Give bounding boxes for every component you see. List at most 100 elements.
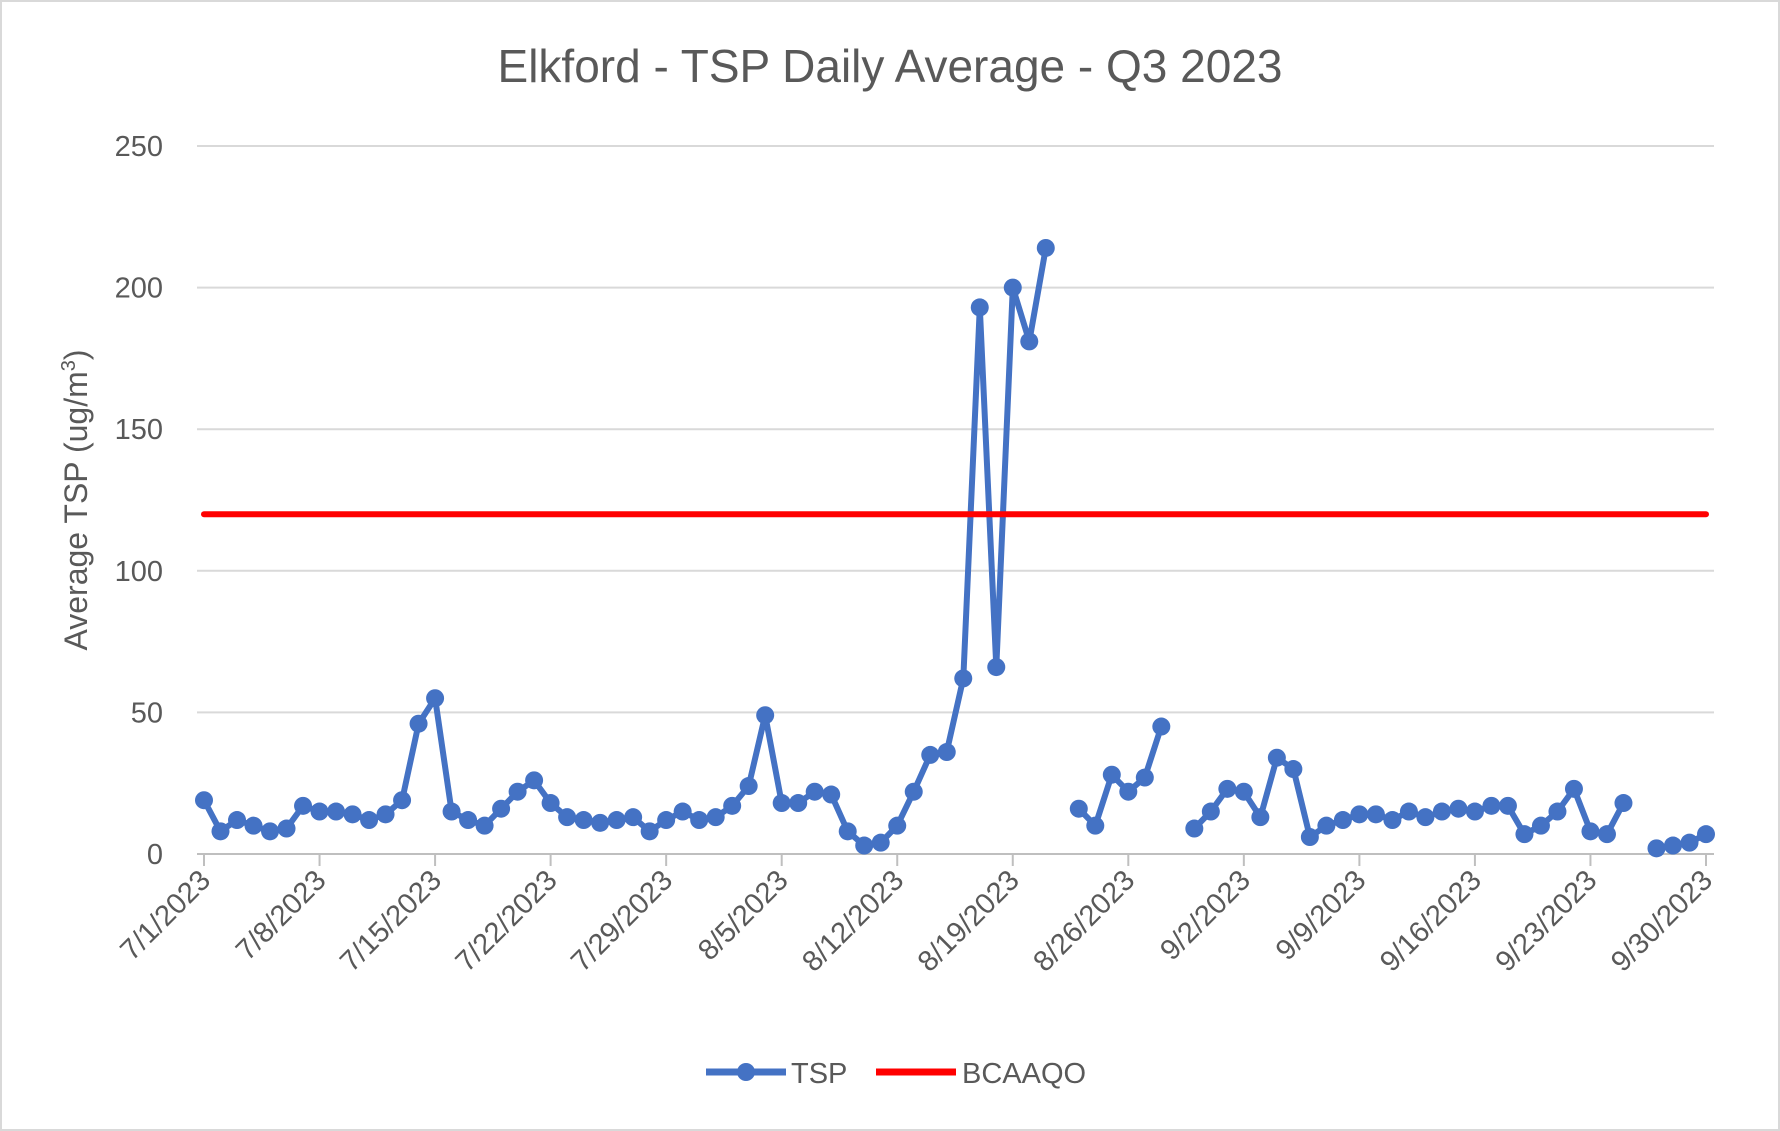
series-line-tsp [201, 245, 1049, 849]
data-point-tsp [888, 816, 907, 835]
x-tick-label: 9/2/2023 [1154, 864, 1256, 966]
data-point-tsp [558, 808, 577, 827]
x-tick-label: 9/30/2023 [1605, 864, 1719, 978]
data-point-tsp [756, 706, 775, 725]
data-point-tsp [1333, 811, 1352, 830]
x-tick-label: 9/16/2023 [1374, 864, 1488, 978]
data-point-tsp [723, 796, 742, 815]
data-point-tsp [1284, 760, 1303, 779]
data-point-tsp [1366, 805, 1385, 824]
y-axis-label-suffix: ) [58, 349, 94, 360]
legend: TSP BCAAQO [706, 1058, 1086, 1090]
data-point-tsp [294, 796, 313, 815]
gridlines [197, 145, 1714, 714]
data-point-tsp [1432, 802, 1451, 821]
data-point-tsp [673, 802, 692, 821]
data-point-tsp [855, 836, 874, 855]
x-tick-label: 9/23/2023 [1490, 864, 1604, 978]
data-point-tsp [1317, 816, 1336, 835]
x-tick-label: 7/22/2023 [450, 864, 564, 978]
data-point-tsp [1564, 779, 1583, 798]
data-point-tsp [657, 811, 676, 830]
data-point-tsp [228, 811, 247, 830]
data-point-tsp [1697, 825, 1715, 844]
legend-bcaaqo-label: BCAAQO [962, 1058, 1086, 1090]
data-point-tsp [591, 813, 610, 832]
data-point-tsp [574, 811, 593, 830]
y-tick-label: 200 [115, 273, 163, 305]
x-tick-label: 7/29/2023 [565, 864, 679, 978]
data-point-tsp [393, 791, 412, 810]
data-point-tsp [376, 805, 395, 824]
data-point-tsp [871, 833, 890, 852]
data-point-tsp [1663, 836, 1682, 855]
data-point-tsp [1515, 825, 1534, 844]
data-point-tsp [525, 771, 544, 790]
data-point-tsp [772, 794, 791, 813]
data-point-tsp [1383, 811, 1402, 830]
data-point-tsp [1152, 717, 1171, 736]
data-point-tsp [1498, 796, 1517, 815]
x-tick-label: 8/5/2023 [692, 864, 794, 966]
y-tick-label: 50 [131, 697, 163, 729]
data-point-tsp [1647, 839, 1666, 858]
legend-tsp-marker [737, 1063, 755, 1081]
y-tick-label: 100 [115, 556, 163, 588]
data-point-tsp [409, 714, 428, 733]
data-point-tsp [459, 811, 478, 830]
y-tick-label: 250 [115, 131, 163, 163]
data-point-tsp [277, 819, 296, 838]
data-point-tsp [904, 782, 923, 801]
x-tick-label: 8/19/2023 [912, 864, 1026, 978]
data-point-tsp [1399, 802, 1418, 821]
y-axis-label: Average TSP (ug/m3) [58, 349, 94, 650]
data-point-tsp [492, 799, 511, 818]
data-point-tsp [607, 811, 626, 830]
y-tick-label: 150 [115, 414, 163, 446]
y-axis-ticks: 0 50 100 150 200 250 [115, 131, 163, 871]
data-point-tsp [1003, 278, 1022, 297]
data-point-tsp [1218, 779, 1237, 798]
data-point-tsp [921, 745, 940, 764]
y-axis-label-main: Average TSP (ug/m [58, 371, 94, 650]
data-point-tsp [426, 689, 445, 708]
data-point-tsp [261, 822, 280, 841]
data-point-tsp [954, 669, 973, 688]
data-point-tsp [360, 811, 379, 830]
data-point-tsp [706, 808, 725, 827]
data-point-tsp [822, 785, 841, 804]
x-tick-label: 8/12/2023 [796, 864, 910, 978]
data-point-tsp [1548, 802, 1567, 821]
data-point-tsp [1201, 802, 1220, 821]
data-point-tsp [1581, 822, 1600, 841]
data-point-tsp [211, 822, 230, 841]
data-point-tsp [1119, 782, 1138, 801]
x-tick-label: 8/26/2023 [1027, 864, 1141, 978]
data-point-tsp [937, 743, 956, 762]
data-point-tsp [541, 794, 560, 813]
data-point-tsp [1614, 794, 1633, 813]
x-tick-label: 9/9/2023 [1270, 864, 1372, 966]
x-axis-ticks: 7/1/2023 7/8/2023 7/15/2023 7/22/2023 7/29/2… [114, 854, 1719, 978]
data-point-tsp [1234, 782, 1253, 801]
data-point-tsp [805, 782, 824, 801]
data-point-tsp [1020, 332, 1039, 351]
data-point-tsp [343, 805, 362, 824]
x-tick-label: 7/1/2023 [114, 864, 216, 966]
data-point-tsp [1102, 765, 1121, 784]
data-point-tsp [442, 802, 461, 821]
data-point-tsp [475, 816, 494, 835]
data-point-tsp [987, 658, 1006, 677]
data-point-tsp [624, 808, 643, 827]
data-point-tsp [838, 822, 857, 841]
data-point-tsp [310, 802, 329, 821]
data-point-tsp [640, 822, 659, 841]
series-layer [195, 238, 1715, 858]
legend-tsp-label: TSP [791, 1058, 847, 1090]
data-point-tsp [1680, 833, 1699, 852]
data-point-tsp [1267, 748, 1286, 767]
data-point-tsp [690, 811, 709, 830]
data-point-tsp [327, 802, 346, 821]
